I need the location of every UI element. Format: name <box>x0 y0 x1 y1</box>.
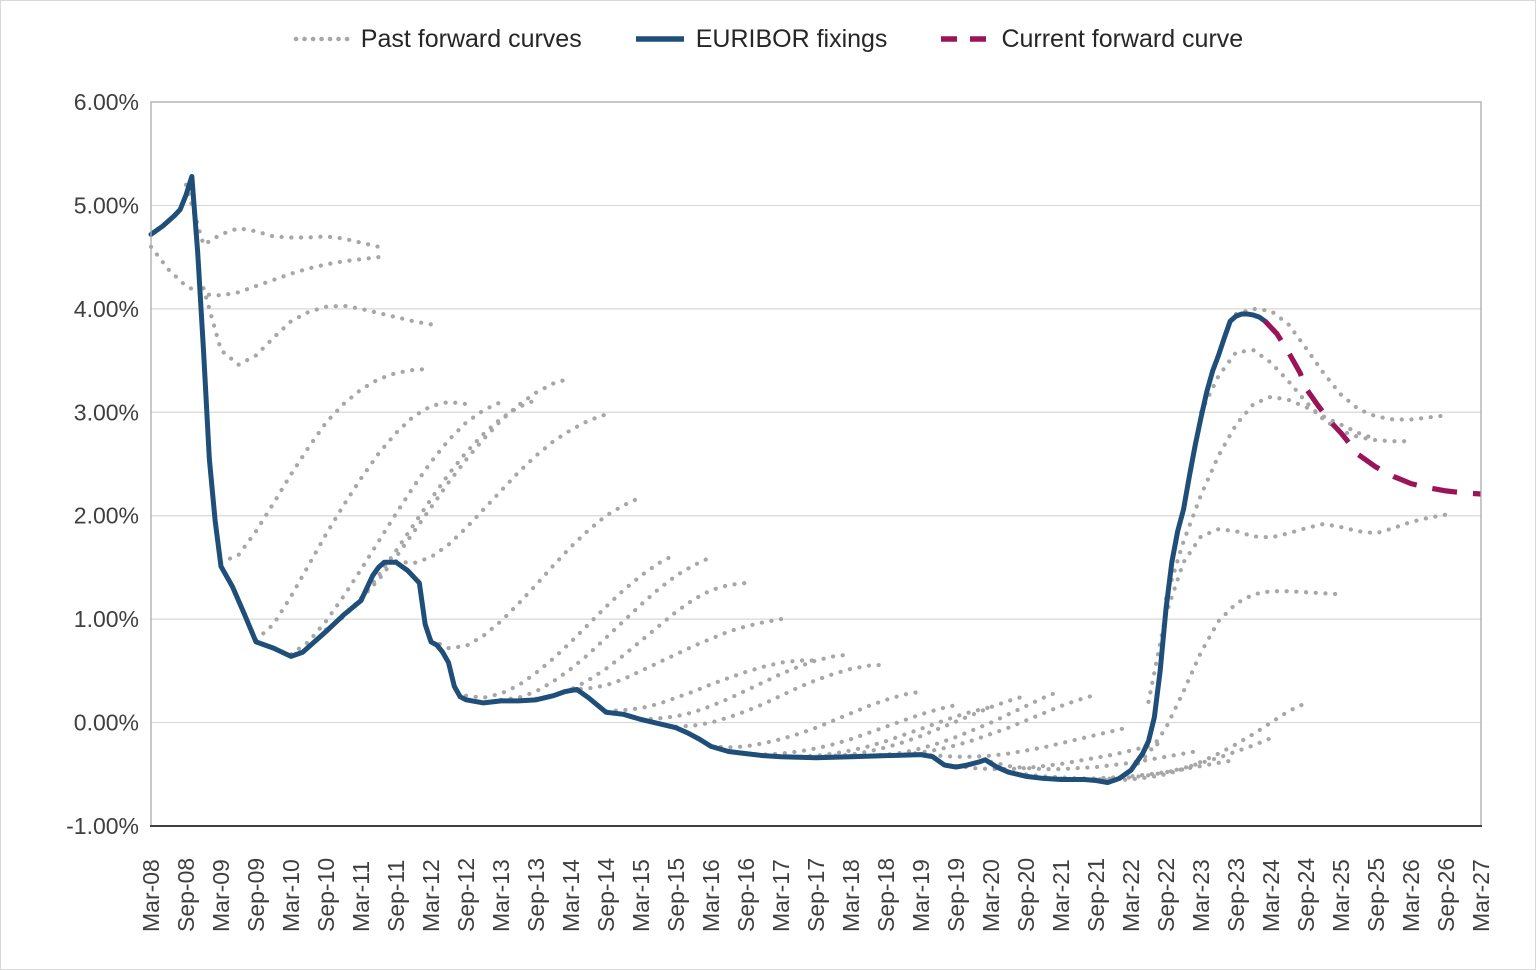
legend-label-past-forward-curves: Past forward curves <box>360 25 582 53</box>
past-forward-curve-Sep-16 <box>743 702 959 757</box>
x-tick-label: Mar-20 <box>978 859 1004 932</box>
x-tick-label: Sep-14 <box>593 858 619 932</box>
x-tick-label: Mar-11 <box>348 861 374 932</box>
past-forward-curve-Mar-21 <box>1058 735 1274 782</box>
x-tick-label: Sep-13 <box>523 858 549 932</box>
x-tick-label: Sep-16 <box>733 858 759 932</box>
x-tick-label: Sep-18 <box>873 858 899 932</box>
x-tick-label: Sep-19 <box>943 858 969 932</box>
past-forward-curve-Sep-13 <box>533 580 749 701</box>
past-forward-curve-Sep-10 <box>323 397 539 632</box>
x-tick-label: Mar-25 <box>1328 859 1354 932</box>
past-forward-curve-Mar-16 <box>708 689 924 750</box>
x-tick-label: Sep-23 <box>1223 858 1249 932</box>
past-forward-curve-Mar-08 <box>148 244 381 298</box>
past-forward-curve-Sep-20 <box>1023 757 1239 781</box>
past-forward-curve-Jun-22 <box>1146 512 1449 704</box>
x-tick-label: Sep-26 <box>1433 858 1459 932</box>
y-tick-label: 6.00% <box>74 89 139 115</box>
y-tick-label: -1.00% <box>66 813 139 839</box>
past-forward-curve-Mar-13 <box>498 554 714 702</box>
x-tick-label: Mar-15 <box>628 859 654 932</box>
past-forward-curve-Mar-20 <box>988 748 1204 772</box>
legend-item-past-forward-curves: Past forward curves <box>293 25 582 54</box>
past-forward-curve-Mar-18 <box>848 688 1064 758</box>
past-forward-curve-Dec-08 <box>201 286 434 367</box>
past-forward-curve-Sep-14 <box>603 658 819 714</box>
x-tick-label: Sep-15 <box>663 858 689 932</box>
x-tick-label: Mar-16 <box>698 859 724 932</box>
legend-label-current-forward-curve: Current forward curve <box>1001 25 1244 53</box>
x-tick-label: Mar-24 <box>1258 859 1284 932</box>
x-tick-label: Mar-19 <box>908 859 934 932</box>
x-tick-label: Mar-27 <box>1468 859 1494 932</box>
past-forward-curve-Sep-09 <box>253 399 469 642</box>
x-tick-label: Mar-10 <box>278 859 304 932</box>
past-forward-curve-Sep-21 <box>1093 700 1309 783</box>
legend-label-euribor-fixings: EURIBOR fixings <box>695 25 888 53</box>
x-tick-label: Mar-18 <box>838 859 864 932</box>
past-forward-curve-Sep-22 <box>1163 394 1379 601</box>
euribor-fixings-line <box>148 173 1268 786</box>
past-forward-curve-Sep-08 <box>183 182 381 249</box>
y-tick-label: 2.00% <box>74 503 139 529</box>
current-forward-curve-line <box>1263 319 1482 497</box>
x-tick-label: Mar-13 <box>488 859 514 932</box>
past-forward-curve-Sep-18 <box>883 692 1099 758</box>
x-tick-label: Sep-17 <box>803 858 829 932</box>
x-tick-label: Mar-26 <box>1398 859 1424 932</box>
x-tick-label: Mar-12 <box>418 859 444 932</box>
past-forward-curve-Sep-11 <box>393 412 609 566</box>
y-tick-label: 3.00% <box>74 399 139 425</box>
x-tick-label: Mar-22 <box>1118 859 1144 932</box>
x-tick-label: Sep-24 <box>1293 858 1319 932</box>
x-tick-label: Sep-10 <box>313 858 339 932</box>
y-tick-label: 5.00% <box>74 192 139 218</box>
past-forward-curve-Mar-09 <box>218 366 434 565</box>
past-forward-curve-Mar-19 <box>918 724 1134 759</box>
x-tick-label: Sep-12 <box>453 858 479 932</box>
x-tick-label: Mar-08 <box>138 859 164 932</box>
past-forward-curve-Mar-15 <box>638 652 854 722</box>
chart-legend: Past forward curves EURIBOR fixings Curr… <box>1 25 1535 54</box>
past-forward-curve-Mar-23 <box>1198 348 1414 444</box>
x-tick-label: Sep-21 <box>1083 858 1109 932</box>
past-forward-curve-Sep-17 <box>813 693 1029 759</box>
past-forward-curve-Sep-19 <box>953 740 1169 772</box>
past-forward-curve-Mar-17 <box>778 704 994 759</box>
past-forward-curve-Mar-11 <box>358 376 574 601</box>
solid-line-icon <box>634 31 686 49</box>
x-tick-label: Sep-25 <box>1363 858 1389 932</box>
legend-item-current-forward-curve: Current forward curve <box>939 25 1243 54</box>
x-tick-label: Mar-14 <box>558 859 584 932</box>
y-tick-label: 4.00% <box>74 296 139 322</box>
dashed-line-icon <box>939 31 991 49</box>
y-tick-label: 0.00% <box>74 710 139 736</box>
past-forward-curve-Mar-22 <box>1128 589 1344 773</box>
x-tick-label: Sep-20 <box>1013 858 1039 932</box>
past-forward-curve-Mar-10 <box>288 399 504 657</box>
x-tick-label: Mar-09 <box>208 859 234 932</box>
x-tick-label: Sep-11 <box>383 860 409 932</box>
x-tick-label: Sep-09 <box>243 858 269 932</box>
x-tick-label: Mar-23 <box>1188 859 1214 932</box>
past-forward-curve-Sep-15 <box>673 662 889 729</box>
past-forward-curve-Sep-23 <box>1233 306 1449 422</box>
plot-border <box>150 101 1482 827</box>
x-tick-label: Mar-17 <box>768 859 794 932</box>
x-tick-label: Sep-08 <box>173 858 199 932</box>
legend-item-euribor-fixings: EURIBOR fixings <box>634 25 888 54</box>
dotted-line-icon <box>293 31 351 49</box>
y-tick-label: 1.00% <box>74 606 139 632</box>
past-forward-curve-Mar-14 <box>568 617 784 692</box>
x-tick-label: Sep-22 <box>1153 858 1179 932</box>
past-forward-curve-Sep-12 <box>463 551 679 700</box>
past-forward-curve-Mar-12 <box>428 494 644 651</box>
x-tick-label: Mar-21 <box>1048 859 1074 932</box>
